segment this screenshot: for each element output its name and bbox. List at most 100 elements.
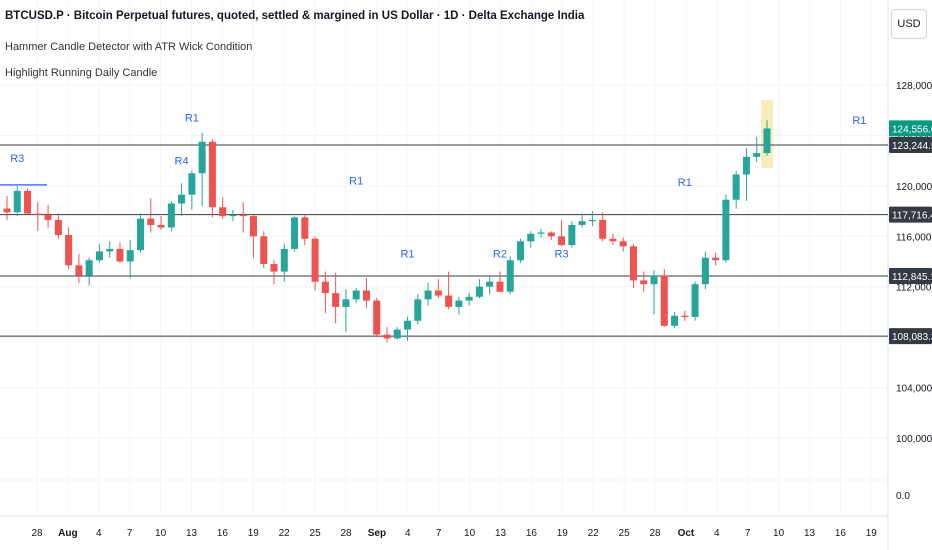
y-tick-label: 116,000.0 xyxy=(896,232,932,243)
candle-body xyxy=(742,156,750,175)
x-tick-label: 19 xyxy=(248,528,260,539)
candle-body xyxy=(311,238,319,282)
price-tag-box xyxy=(889,328,932,345)
candle-body xyxy=(404,320,412,330)
candle-body xyxy=(383,334,391,339)
price-tag-label: 117,716.4 xyxy=(892,211,932,222)
candle-body xyxy=(126,250,134,262)
candle-body xyxy=(270,264,278,272)
candle-body xyxy=(157,224,165,228)
candle-body xyxy=(609,238,617,242)
candle-body xyxy=(475,286,483,297)
candle-body xyxy=(691,284,699,317)
candle-body xyxy=(188,173,196,195)
x-tick-label: 7 xyxy=(436,528,442,539)
candle-body xyxy=(219,207,227,217)
candle-body xyxy=(434,290,442,296)
indicator-legend-highlight[interactable]: Highlight Running Daily Candle xyxy=(5,67,158,79)
price-tag-box xyxy=(889,268,932,285)
price-tag-label: 123,244.5 xyxy=(892,141,932,152)
y-tick-label: 100,000.0 xyxy=(896,434,932,445)
x-tick-label: 13 xyxy=(186,528,198,539)
candle-body xyxy=(291,217,299,249)
pattern-marker-label: R3 xyxy=(555,249,569,261)
candle-body xyxy=(352,290,360,300)
y-tick-label: 104,000.0 xyxy=(896,384,932,395)
candle-body xyxy=(85,260,93,276)
candle-body xyxy=(65,235,73,266)
candle-body xyxy=(455,300,463,307)
price-tag-box xyxy=(889,206,932,223)
y-tick-label: 120,000.0 xyxy=(896,182,932,193)
x-tick-label: 28 xyxy=(340,528,352,539)
x-tick-label: 10 xyxy=(155,528,167,539)
x-tick-label: 25 xyxy=(619,528,631,539)
candles xyxy=(3,120,771,343)
x-tick-label: 4 xyxy=(405,528,411,539)
candle-body xyxy=(198,141,206,174)
pattern-marker-label: R3 xyxy=(10,153,24,165)
candle-body xyxy=(239,214,247,217)
x-tick-label: 19 xyxy=(557,528,569,539)
pattern-marker-label: R1 xyxy=(349,176,363,188)
candle-body xyxy=(54,219,62,236)
candle-body xyxy=(147,218,155,225)
candle-body xyxy=(260,236,268,265)
candle-body xyxy=(301,217,309,239)
candle-body xyxy=(619,241,627,247)
x-tick-label: 22 xyxy=(588,528,600,539)
currency-button[interactable]: USD xyxy=(891,9,927,39)
x-tick-label: Oct xyxy=(678,528,695,539)
candle-body xyxy=(44,214,52,220)
candle-body xyxy=(712,257,720,261)
candle-body xyxy=(445,295,453,307)
candle-body xyxy=(496,281,504,292)
candle-body xyxy=(660,275,668,326)
candle-body xyxy=(106,248,114,252)
y-tick-label: 124,000.0 xyxy=(896,131,932,142)
candle-body xyxy=(599,219,607,239)
indicator-legend-hammer[interactable]: Hammer Candle Detector with ATR Wick Con… xyxy=(5,41,253,53)
candle-body xyxy=(414,299,422,321)
candle-body xyxy=(178,194,186,204)
candle-body xyxy=(3,208,11,213)
candle-body xyxy=(424,290,432,300)
candle-body xyxy=(34,213,42,215)
x-tick-label: Aug xyxy=(58,528,77,539)
candle-body xyxy=(229,214,237,217)
x-tick-label: 28 xyxy=(649,528,661,539)
candle-body xyxy=(753,153,761,157)
candle-body xyxy=(732,174,740,200)
x-tick-label: 10 xyxy=(773,528,785,539)
candle-body xyxy=(701,257,709,285)
price-tag-box xyxy=(889,120,932,137)
pattern-marker-label: R1 xyxy=(852,115,866,127)
candle-body xyxy=(588,219,596,222)
candle-body xyxy=(558,236,566,246)
candle-body xyxy=(527,233,535,242)
pattern-marker-label: R1 xyxy=(678,177,692,189)
x-tick-label: 4 xyxy=(96,528,102,539)
x-tick-label: 7 xyxy=(127,528,133,539)
x-tick-label: 19 xyxy=(866,528,878,539)
price-tag-label: 108,083.3 xyxy=(892,332,932,343)
x-tick-label: 13 xyxy=(495,528,507,539)
candle-body xyxy=(486,281,494,287)
candle-body xyxy=(650,275,658,285)
candle-body xyxy=(578,221,586,225)
candle-body xyxy=(373,300,381,335)
candle-body xyxy=(681,315,689,317)
chart-grid xyxy=(0,0,889,550)
candle-body xyxy=(722,199,730,261)
pattern-marker-label: R4 xyxy=(175,155,189,167)
x-tick-label: Sep xyxy=(368,528,386,539)
x-tick-label: 22 xyxy=(279,528,291,539)
x-tick-label: 4 xyxy=(714,528,720,539)
candle-body xyxy=(537,232,545,234)
candle-body xyxy=(95,251,103,261)
candle-body xyxy=(24,190,32,214)
candle-body xyxy=(506,260,514,292)
candle-body xyxy=(167,203,175,228)
candle-body xyxy=(517,241,524,261)
